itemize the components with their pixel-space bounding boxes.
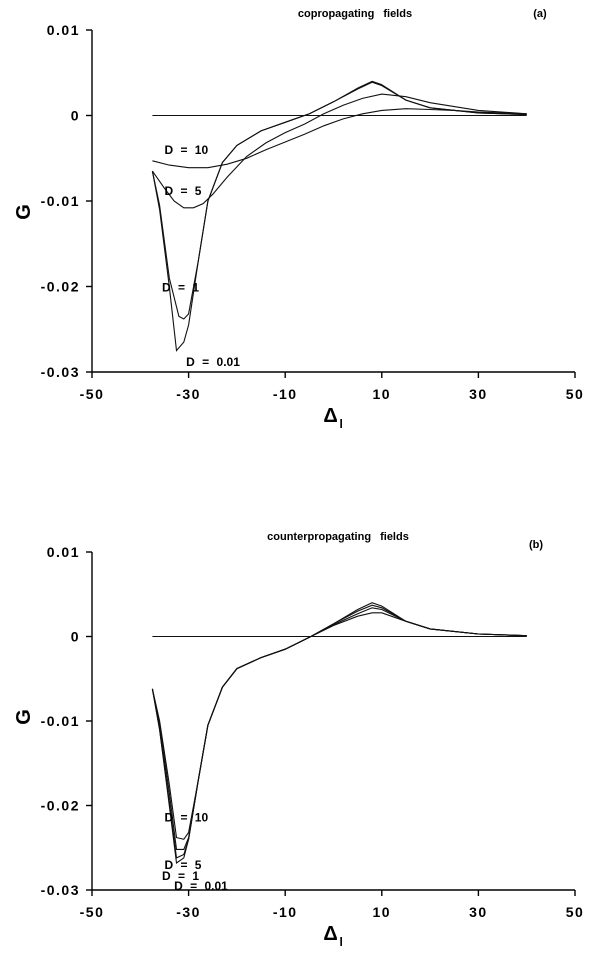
x-axis-label-subscript: l: [340, 935, 343, 949]
y-tick-label: -0.01: [41, 713, 80, 729]
y-tick-label: 0: [71, 629, 80, 645]
y-axis-label: G: [13, 204, 35, 220]
series-line-d-0-01: [151, 80, 527, 352]
series-label: D = 1: [162, 869, 199, 883]
x-tick-label: -50: [80, 386, 105, 402]
chart-title: copropagating fields: [298, 8, 412, 20]
y-tick-label: -0.03: [41, 882, 80, 898]
x-tick-label: 10: [373, 904, 392, 920]
y-axis-label: G: [13, 709, 35, 725]
x-tick-label: -10: [273, 386, 298, 402]
x-tick-label: -50: [80, 904, 105, 920]
panel-label: (a): [533, 8, 547, 20]
series-line-d-10: [151, 612, 527, 840]
x-tick-label: 30: [469, 904, 488, 920]
y-tick-label: -0.02: [41, 279, 80, 295]
series-line-d-5: [151, 93, 527, 209]
x-tick-label: 10: [373, 386, 392, 402]
series-line-d-1: [151, 604, 527, 859]
series-label: D = 5: [164, 184, 201, 198]
series-label: D = 5: [164, 858, 201, 872]
series-label: D = 10: [164, 143, 208, 157]
chart-title: counterpropagating fields: [267, 531, 409, 543]
series-line-d-0-01: [151, 602, 527, 864]
series-line-d-10: [152, 108, 527, 169]
series-line-d-5: [151, 607, 527, 850]
series-label: D = 0.01: [174, 879, 228, 893]
y-tick-label: 0.01: [47, 22, 80, 38]
series-label: D = 10: [164, 811, 208, 825]
series-label: D = 0.01: [186, 355, 240, 369]
x-tick-label: 30: [469, 386, 488, 402]
x-axis-label: Δ: [323, 923, 337, 945]
x-tick-label: -10: [273, 904, 298, 920]
x-axis-label-subscript: l: [340, 417, 343, 431]
y-tick-label: 0.01: [47, 544, 80, 560]
y-tick-label: -0.02: [41, 798, 80, 814]
x-axis-label: Δ: [323, 405, 337, 427]
x-tick-label: 50: [566, 904, 585, 920]
series-line-d-1: [151, 81, 527, 320]
x-tick-label: 50: [566, 386, 585, 402]
x-tick-label: -30: [176, 904, 201, 920]
x-tick-label: -30: [176, 386, 201, 402]
panel-label: (b): [529, 539, 543, 551]
y-tick-label: 0: [71, 108, 80, 124]
y-tick-label: -0.01: [41, 193, 80, 209]
y-tick-label: -0.03: [41, 364, 80, 380]
series-label: D = 1: [162, 281, 199, 295]
